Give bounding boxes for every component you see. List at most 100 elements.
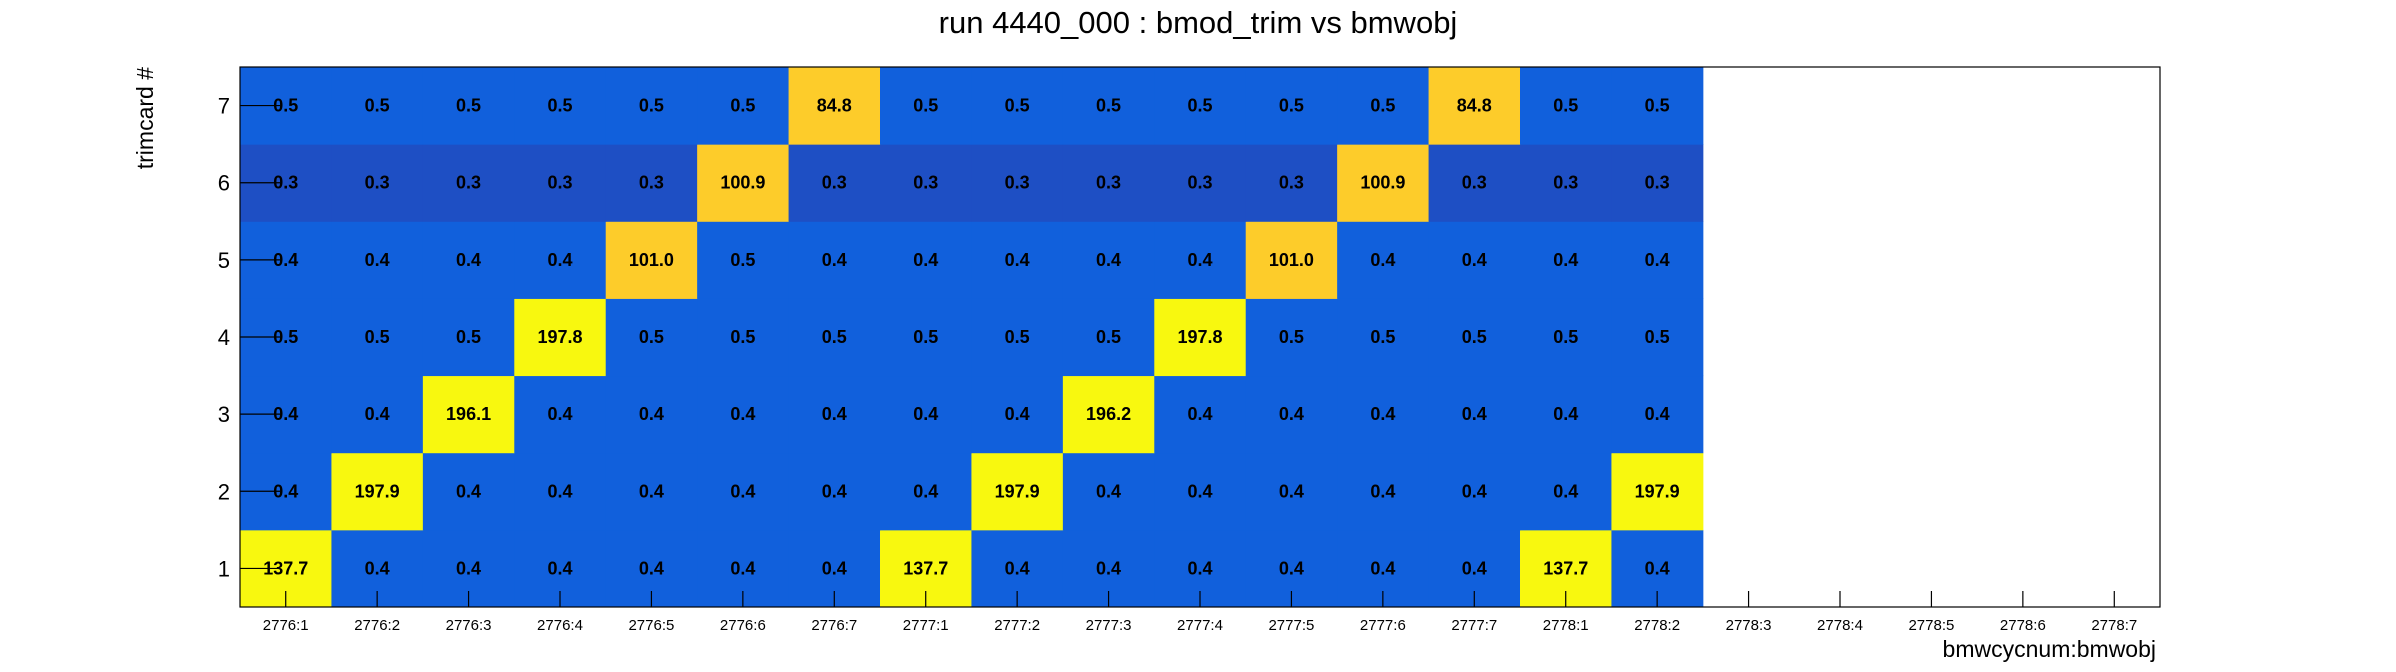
x-tick-label: 2777:2 bbox=[994, 617, 1040, 634]
cell-value-label: 0.5 bbox=[365, 327, 390, 347]
cell-value-label: 0.3 bbox=[639, 173, 664, 193]
x-tick-label: 2776:4 bbox=[537, 617, 583, 634]
heatmap-cell bbox=[788, 144, 881, 222]
y-tick-label: 2 bbox=[218, 479, 230, 504]
cell-value-label: 0.4 bbox=[639, 558, 664, 578]
heatmap-cell bbox=[331, 221, 424, 299]
heatmap-cell bbox=[1520, 144, 1612, 222]
heatmap-cell bbox=[788, 375, 881, 454]
cell-value-label: 0.3 bbox=[1187, 173, 1212, 193]
cell-value-label: 0.4 bbox=[1279, 404, 1304, 424]
heatmap-cell bbox=[605, 67, 698, 145]
cell-value-label: 197.8 bbox=[537, 327, 582, 347]
x-tick-label: 2777:3 bbox=[1086, 617, 1132, 634]
cell-value-label: 0.5 bbox=[456, 96, 481, 116]
heatmap-cell bbox=[1154, 144, 1247, 222]
cell-value-label: 0.5 bbox=[1645, 96, 1670, 116]
heatmap-cell bbox=[1611, 375, 1704, 454]
cell-value-label: 0.4 bbox=[913, 404, 938, 424]
heatmap-cell bbox=[422, 298, 515, 377]
x-tick-label: 2776:2 bbox=[354, 617, 400, 634]
cell-value-label: 0.4 bbox=[1645, 404, 1670, 424]
cell-value-label: 0.3 bbox=[1279, 173, 1304, 193]
cell-value-label: 0.4 bbox=[1187, 404, 1212, 424]
heatmap-cell bbox=[1062, 144, 1155, 222]
cell-value-label: 0.4 bbox=[639, 481, 664, 501]
cell-value-label: 197.9 bbox=[1635, 481, 1680, 501]
cell-value-label: 0.4 bbox=[1005, 404, 1030, 424]
cell-value-label: 0.4 bbox=[1370, 250, 1395, 270]
heatmap-cell bbox=[1428, 452, 1521, 531]
heatmap-cell bbox=[697, 221, 790, 299]
cell-value-label: 0.5 bbox=[1096, 96, 1121, 116]
cell-value-label: 0.4 bbox=[365, 250, 390, 270]
heatmap-cell bbox=[331, 67, 424, 145]
heatmap-cell bbox=[1062, 298, 1155, 377]
heatmap-cell bbox=[788, 67, 881, 145]
heatmap-cell bbox=[1520, 452, 1612, 531]
heatmap-cell bbox=[1611, 452, 1704, 531]
heatmap-cell bbox=[971, 221, 1064, 299]
cell-value-label: 0.3 bbox=[822, 173, 847, 193]
heatmap-cell bbox=[880, 144, 972, 222]
cell-value-label: 0.5 bbox=[913, 327, 938, 347]
cell-value-label: 0.5 bbox=[1370, 327, 1395, 347]
x-tick-label: 2777:5 bbox=[1268, 617, 1314, 634]
cell-value-label: 0.4 bbox=[456, 481, 481, 501]
cell-value-label: 0.4 bbox=[1005, 250, 1030, 270]
heatmap-cell bbox=[880, 298, 972, 377]
cell-value-label: 0.5 bbox=[456, 327, 481, 347]
cell-value-label: 0.4 bbox=[639, 404, 664, 424]
cell-value-label: 197.8 bbox=[1177, 327, 1222, 347]
x-tick-label: 2776:5 bbox=[628, 617, 674, 634]
cell-value-label: 0.5 bbox=[1187, 96, 1212, 116]
heatmap-cell bbox=[1611, 298, 1704, 377]
heatmap-cell bbox=[697, 144, 790, 222]
heatmap-cell bbox=[1428, 67, 1521, 145]
x-tick-label: 2778:7 bbox=[2091, 617, 2137, 634]
cell-value-label: 0.4 bbox=[822, 250, 847, 270]
heatmap-cell bbox=[697, 375, 790, 454]
cell-value-label: 84.8 bbox=[817, 96, 852, 116]
heatmap-cell bbox=[1245, 67, 1338, 145]
cell-value-label: 0.4 bbox=[1645, 250, 1670, 270]
x-tick-label: 2776:7 bbox=[811, 617, 857, 634]
cell-value-label: 0.4 bbox=[1187, 558, 1212, 578]
cell-value-label: 0.5 bbox=[1553, 327, 1578, 347]
cell-value-label: 0.5 bbox=[730, 250, 755, 270]
heatmap-cell bbox=[697, 67, 790, 145]
cell-value-label: 100.9 bbox=[720, 173, 765, 193]
heatmap-cell bbox=[1520, 221, 1612, 299]
cell-value-label: 0.5 bbox=[1005, 96, 1030, 116]
cell-value-label: 0.5 bbox=[365, 96, 390, 116]
cell-value-label: 0.4 bbox=[913, 481, 938, 501]
cell-value-label: 101.0 bbox=[1269, 250, 1314, 270]
cell-value-label: 0.3 bbox=[1005, 173, 1030, 193]
heatmap-cell bbox=[1154, 67, 1247, 145]
cell-value-label: 0.4 bbox=[1370, 404, 1395, 424]
cell-value-label: 0.4 bbox=[456, 558, 481, 578]
cell-value-label: 0.4 bbox=[1553, 404, 1578, 424]
cell-value-label: 0.4 bbox=[365, 558, 390, 578]
heatmap-cell bbox=[1611, 221, 1704, 299]
x-tick-label: 2777:1 bbox=[903, 617, 949, 634]
cell-value-label: 0.5 bbox=[273, 96, 298, 116]
heatmap-cell bbox=[1337, 298, 1430, 377]
cell-value-label: 101.0 bbox=[629, 250, 674, 270]
heatmap-cell bbox=[1337, 67, 1430, 145]
heatmap-cell bbox=[971, 144, 1064, 222]
x-tick-label: 2776:6 bbox=[720, 617, 766, 634]
heatmap-cell bbox=[788, 298, 881, 377]
cell-value-label: 0.5 bbox=[1279, 327, 1304, 347]
heatmap-cell bbox=[1337, 452, 1430, 531]
cell-value-label: 0.4 bbox=[1096, 481, 1121, 501]
heatmap-cell bbox=[1520, 67, 1612, 145]
cell-value-label: 0.4 bbox=[1553, 481, 1578, 501]
cell-value-label: 0.4 bbox=[730, 558, 755, 578]
y-axis-ticks: 1 2 3 4 5 6 7 bbox=[218, 94, 280, 581]
cell-value-label: 197.9 bbox=[355, 481, 400, 501]
heatmap-cell bbox=[1154, 221, 1247, 299]
cell-value-label: 0.5 bbox=[913, 96, 938, 116]
heatmap-cell bbox=[514, 67, 607, 145]
cell-value-label: 137.7 bbox=[903, 558, 948, 578]
